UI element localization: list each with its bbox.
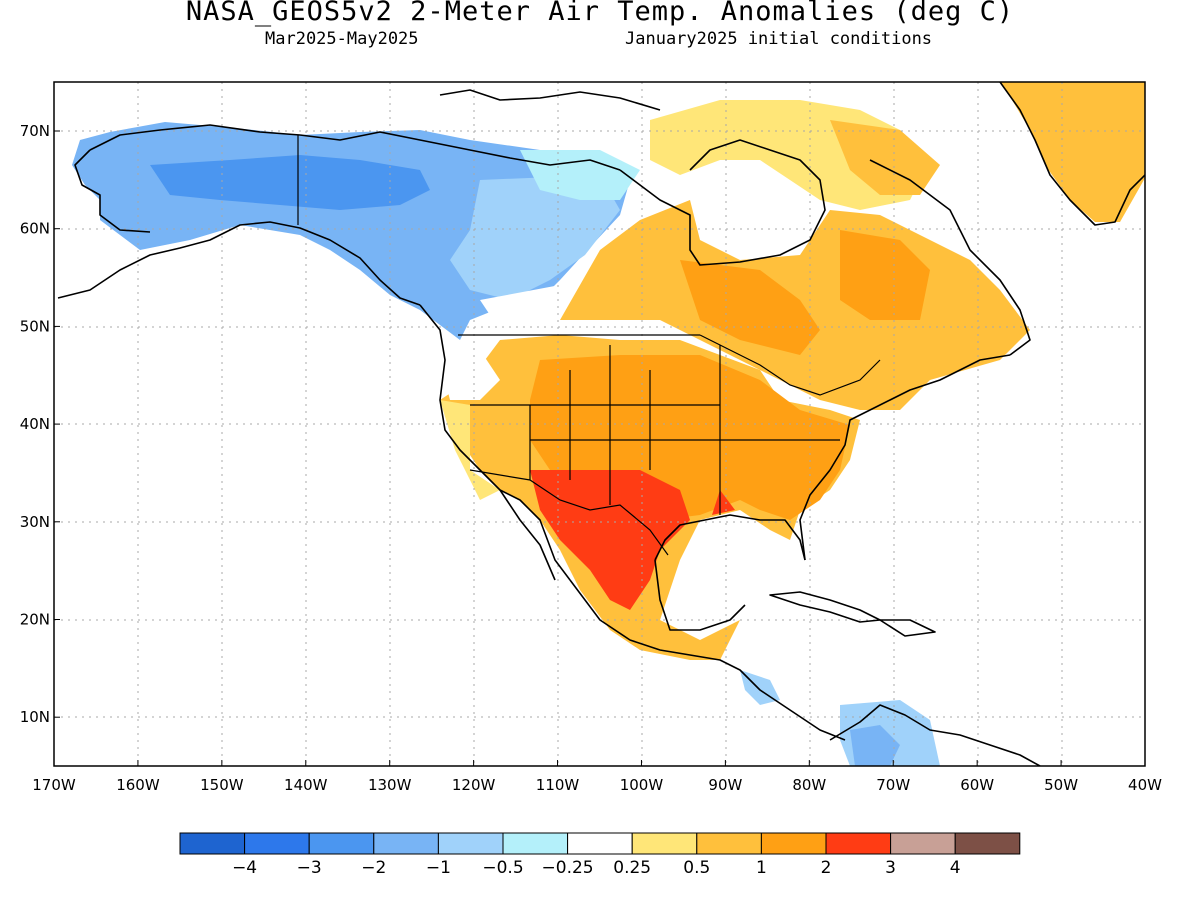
anomaly-region-southwest-hot [530, 470, 690, 610]
anomaly-region-alaska-interior [150, 155, 430, 210]
political-borders [297, 135, 881, 556]
longitude-label: 60W [960, 776, 994, 794]
colorbar-label: −3 [297, 858, 322, 878]
colorbar: −4 −3 −2 −1 −0.5 −0.25 0.25 0.5 1 2 3 4 [179, 832, 1021, 878]
anomaly-region-nunavut [520, 150, 640, 200]
longitude-label: 150W [200, 776, 244, 794]
colorbar-swatch [631, 832, 698, 855]
longitude-label: 40W [1128, 776, 1162, 794]
longitude-label: 100W [620, 776, 664, 794]
anomaly-region-nw-neutral [440, 350, 500, 400]
anomaly-region-labrador [840, 230, 930, 320]
longitude-label: 170W [32, 776, 76, 794]
colorbar-swatch [437, 832, 504, 855]
longitude-label: 110W [536, 776, 580, 794]
longitude-labels: 170W 160W 150W 140W 130W 120W 110W 100W 90W 80W 70… [32, 760, 1162, 794]
longitude-label: 90W [708, 776, 742, 794]
coastlines [57, 82, 1145, 766]
colorbar-swatch [954, 832, 1021, 855]
latitude-label: 30N [20, 513, 50, 531]
colorbar-swatch [244, 832, 310, 855]
longitude-label: 130W [368, 776, 412, 794]
colorbar-swatch [567, 832, 633, 855]
latitude-label: 50N [20, 317, 50, 335]
colorbar-label: −1 [426, 858, 451, 878]
colorbar-label: −4 [232, 858, 257, 878]
colorbar-label: 3 [885, 858, 896, 878]
colorbar-label: 1 [756, 858, 767, 878]
grid-lines [54, 82, 1145, 766]
colorbar-label: 0.5 [683, 858, 710, 878]
colorbar-swatch [825, 832, 892, 855]
colorbar-label: 4 [950, 858, 961, 878]
anomaly-region-greenland [1000, 82, 1145, 222]
colorbar-swatch [373, 832, 439, 855]
colorbar-swatch [760, 832, 827, 855]
colorbar-label: −2 [361, 858, 386, 878]
latitude-label: 70N [20, 122, 50, 140]
latitude-label: 60N [20, 220, 50, 238]
latitude-label: 10N [20, 708, 50, 726]
latitude-label: 20N [20, 611, 50, 629]
anomaly-region-baffin-warm [830, 120, 940, 195]
colorbar-swatch [696, 832, 762, 855]
colorbar-swatch [502, 832, 569, 855]
colorbar-label: −0.5 [482, 858, 523, 878]
colorbar-swatch [308, 832, 375, 855]
latitude-labels: 70N 60N 50N 40N 30N 20N 10N [20, 122, 60, 726]
latitude-label: 40N [20, 415, 50, 433]
anomaly-fill-layer [72, 82, 1145, 766]
longitude-label: 120W [452, 776, 496, 794]
anomaly-region-caribbean-core [850, 725, 900, 766]
map-title: NASA_GEOS5v2 2-Meter Air Temp. Anomalies… [185, 0, 1015, 27]
colorbar-label: 0.25 [613, 858, 651, 878]
colorbar-swatch [179, 832, 246, 855]
longitude-label: 70W [876, 776, 910, 794]
longitude-label: 50W [1044, 776, 1078, 794]
anomaly-region-west-texas-hotspot [712, 490, 735, 515]
anomaly-region-california [440, 400, 500, 500]
initial-conditions: January2025 initial conditions [625, 29, 933, 49]
longitude-label: 140W [284, 776, 328, 794]
longitude-label: 160W [116, 776, 160, 794]
forecast-period: Mar2025-May2025 [265, 29, 419, 49]
colorbar-swatch [890, 832, 956, 855]
anomaly-region-bc-light [450, 175, 620, 300]
colorbar-label: 2 [821, 858, 832, 878]
colorbar-label: −0.25 [542, 858, 594, 878]
longitude-label: 80W [792, 776, 826, 794]
anomaly-region-ontario-quebec [680, 260, 820, 355]
